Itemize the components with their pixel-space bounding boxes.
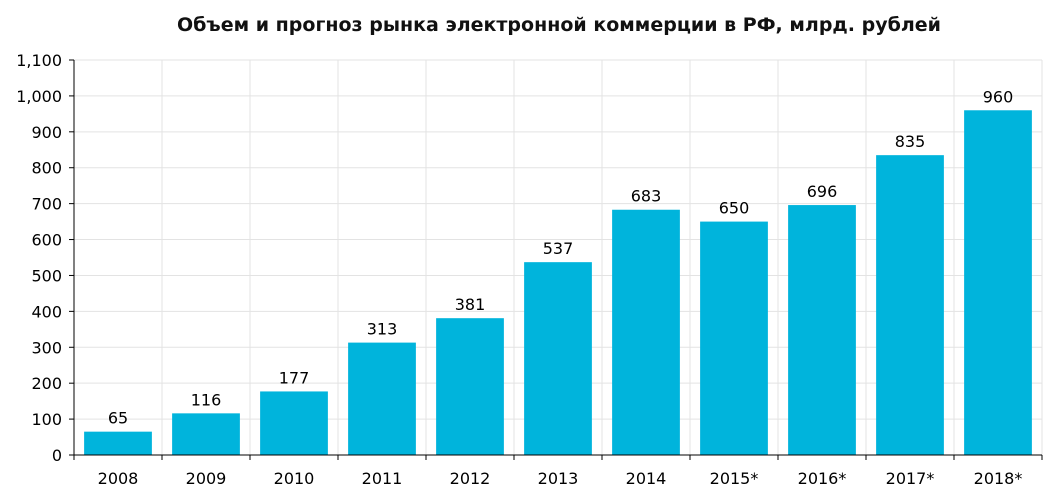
bar xyxy=(876,155,944,455)
bars xyxy=(84,110,1032,455)
y-tick-label: 0 xyxy=(52,446,62,465)
bar xyxy=(964,110,1032,455)
y-tick-label: 600 xyxy=(31,231,62,250)
y-tick-label: 100 xyxy=(31,410,62,429)
x-tick-label: 2017* xyxy=(886,469,935,488)
data-label: 537 xyxy=(543,239,574,258)
data-label: 381 xyxy=(455,295,486,314)
y-tick-label: 1,000 xyxy=(16,87,62,106)
y-tick-label: 400 xyxy=(31,302,62,321)
y-tick-label: 1,100 xyxy=(16,51,62,70)
x-tick-label: 2013 xyxy=(538,469,579,488)
bar xyxy=(348,342,416,455)
bar xyxy=(84,431,152,455)
data-label: 177 xyxy=(279,368,310,387)
bar xyxy=(612,209,680,455)
data-label: 835 xyxy=(895,132,926,151)
y-tick-labels: 0 100 200 300 400 500 600 700 800 900 1,000 1,100 xyxy=(16,51,62,465)
x-tick-label: 2014 xyxy=(626,469,667,488)
x-tick-label: 2012 xyxy=(450,469,491,488)
y-tick-label: 300 xyxy=(31,338,62,357)
axes xyxy=(69,59,1043,460)
bar xyxy=(172,413,240,455)
data-labels: 65 116 177 313 381 537 683 650 696 835 960 xyxy=(108,87,1013,427)
data-label: 313 xyxy=(367,320,398,339)
x-tick-label: 2011 xyxy=(362,469,403,488)
x-tick-label: 2016* xyxy=(798,469,847,488)
data-label: 683 xyxy=(631,187,662,206)
bar xyxy=(788,205,856,455)
y-tick-label: 500 xyxy=(31,266,62,285)
x-tick-label: 2018* xyxy=(974,469,1023,488)
data-label: 116 xyxy=(191,390,222,409)
bar xyxy=(260,391,328,455)
y-tick-label: 900 xyxy=(31,123,62,142)
data-label: 960 xyxy=(983,87,1014,106)
x-tick-labels: 2008 2009 2010 2011 2012 2013 2014 2015* 2016* 20… xyxy=(98,469,1023,488)
data-label: 696 xyxy=(807,182,838,201)
bar xyxy=(524,262,592,455)
data-label: 650 xyxy=(719,199,750,218)
x-tick-label: 2010 xyxy=(274,469,315,488)
bar xyxy=(436,318,504,455)
x-tick-label: 2009 xyxy=(186,469,227,488)
bar xyxy=(700,221,768,455)
y-tick-label: 700 xyxy=(31,195,62,214)
data-label: 65 xyxy=(108,409,128,428)
x-tick-label: 2008 xyxy=(98,469,139,488)
y-tick-label: 800 xyxy=(31,159,62,178)
y-tick-label: 200 xyxy=(31,374,62,393)
chart-title: Объем и прогноз рынка электронной коммер… xyxy=(177,14,941,36)
x-tick-label: 2015* xyxy=(710,469,759,488)
